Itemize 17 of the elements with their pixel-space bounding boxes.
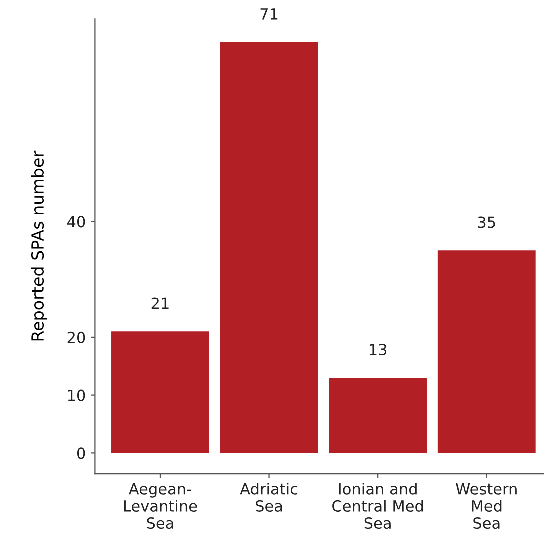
y-tick-label: 0 [77,448,86,460]
bar [220,42,318,454]
y-axis-title: Reported SPAs number [31,150,48,341]
x-tick-label: Aegean- Levantine Sea [124,484,198,530]
x-tick-label: Ionian and Central Med Sea [332,483,424,530]
bar [112,332,210,454]
data-label: 35 [478,216,496,228]
x-tick-label: Adriatic Sea [240,483,298,512]
y-tick-label: 40 [67,216,86,228]
bar [438,250,536,454]
bar [329,378,428,454]
data-label: 13 [370,344,387,356]
y-tick-label: 20 [68,332,86,344]
x-tick-label: Western Med Sea [456,484,517,530]
data-label: 21 [152,298,169,310]
y-tick-label: 10 [68,390,86,402]
data-label: 71 [260,8,278,20]
